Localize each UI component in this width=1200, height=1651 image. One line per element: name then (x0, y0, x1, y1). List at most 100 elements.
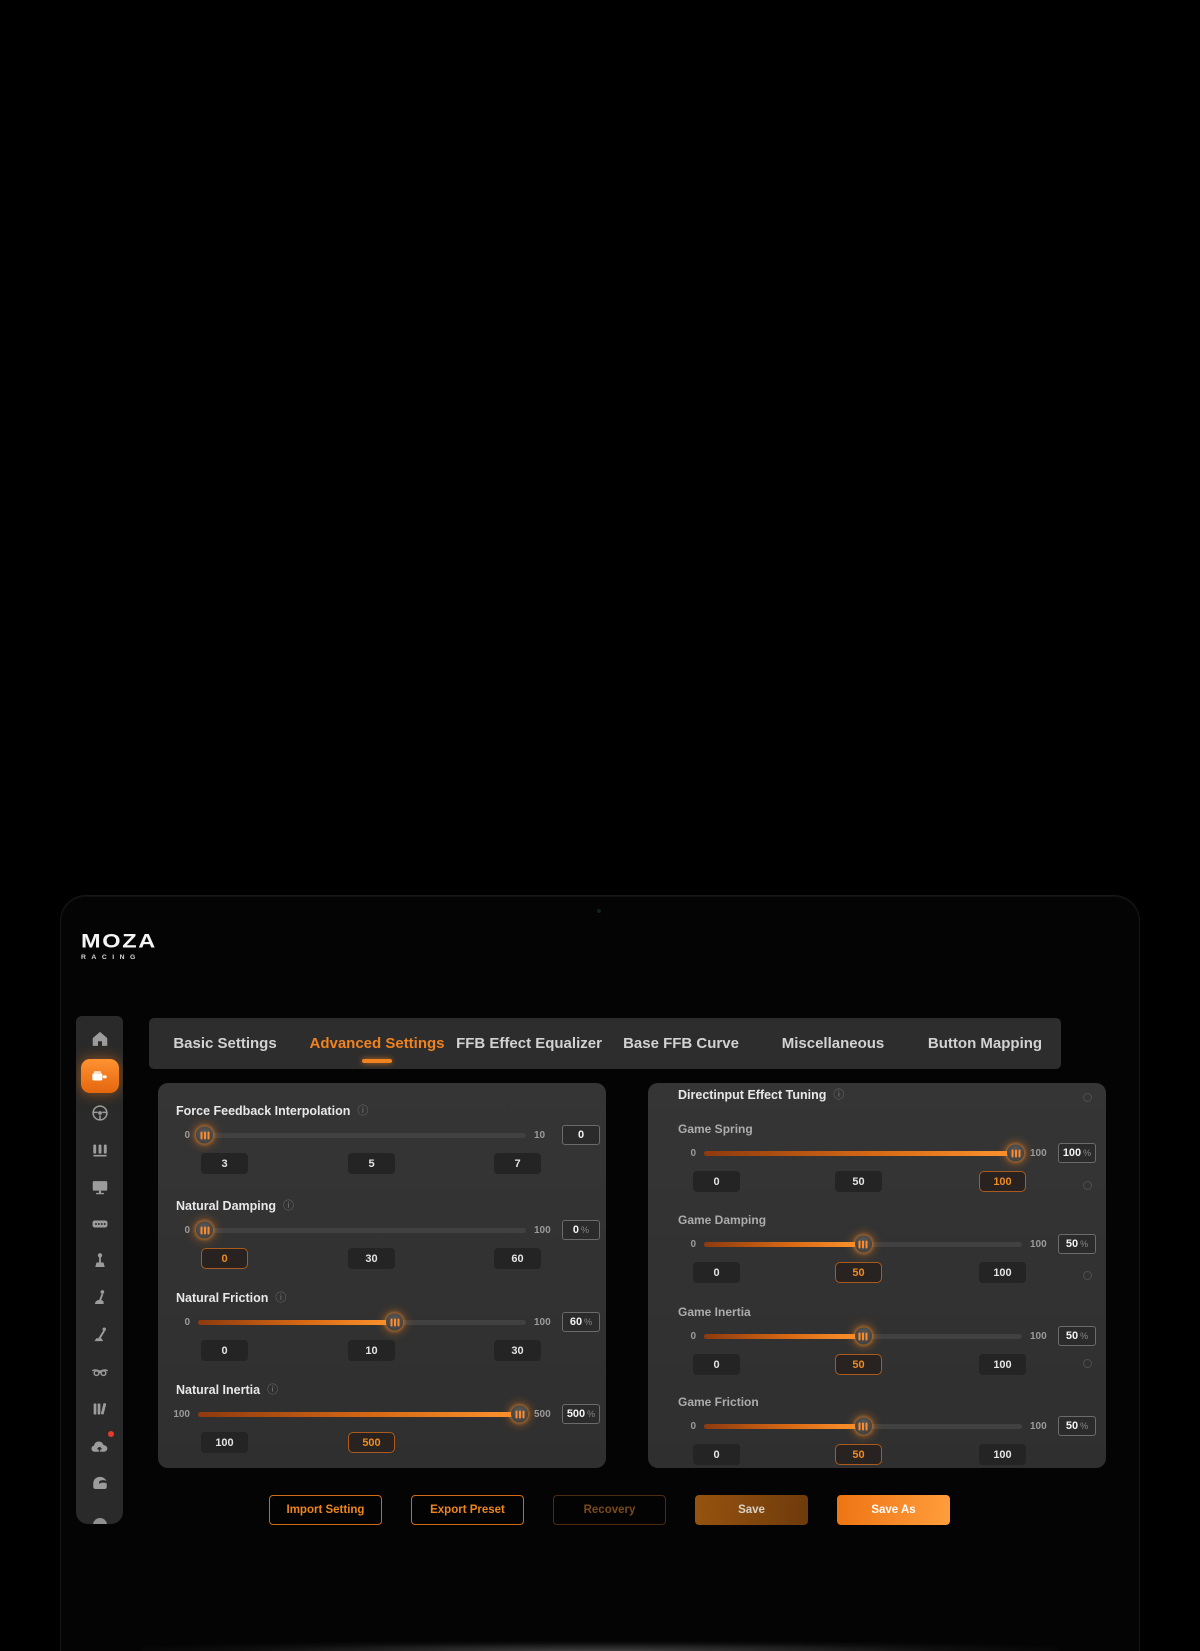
preset-natural-inertia-100[interactable]: 100 (201, 1432, 248, 1453)
tab-advanced-settings[interactable]: Advanced Settings (301, 1018, 453, 1069)
slider-track[interactable] (704, 1144, 1024, 1162)
preset-game-inertia-100[interactable]: 100 (979, 1354, 1026, 1375)
section-title: Game Friction (678, 1395, 759, 1409)
section-title: Natural Damping (176, 1199, 277, 1213)
slider-force-feedback-interpolation: 0 10 0 (158, 1125, 606, 1145)
preset-game-damping-100[interactable]: 100 (979, 1262, 1026, 1283)
info-icon[interactable]: ⓘ (357, 1104, 369, 1117)
slider-natural-damping: 0 100 0% (158, 1220, 606, 1240)
preset-game-friction-0[interactable]: 0 (693, 1444, 740, 1465)
slider-handle[interactable] (196, 1221, 213, 1239)
value-input[interactable]: 500% (562, 1404, 600, 1424)
slider-handle[interactable] (511, 1405, 528, 1423)
preset-natural-inertia-500[interactable]: 500 (348, 1432, 395, 1453)
value-input[interactable]: 50% (1058, 1326, 1096, 1346)
slider-max-label: 100 (1030, 1147, 1047, 1159)
slider-handle[interactable] (386, 1313, 404, 1331)
save-button[interactable]: Save (695, 1495, 808, 1525)
slider-handle[interactable] (196, 1126, 213, 1144)
tab-button-mapping[interactable]: Button Mapping (909, 1018, 1061, 1069)
preset-game-spring-100[interactable]: 100 (979, 1171, 1026, 1192)
preset-natural-friction-10[interactable]: 10 (348, 1340, 395, 1361)
tab-basic-settings[interactable]: Basic Settings (149, 1018, 301, 1069)
export-preset-button[interactable]: Export Preset (411, 1495, 524, 1525)
preset-row: 0 50 100 (648, 1444, 1106, 1465)
value-unit: % (1080, 1331, 1089, 1341)
preset-row: 0 10 30 (158, 1340, 606, 1361)
sidebar-item-handbrake[interactable] (86, 1247, 114, 1275)
preset-game-spring-50[interactable]: 50 (835, 1171, 882, 1192)
slider-handle[interactable] (854, 1327, 872, 1345)
sidebar-item-library[interactable] (86, 1395, 114, 1423)
slider-track[interactable] (196, 1126, 526, 1144)
section-header: Natural Damping ⓘ (176, 1198, 294, 1214)
info-icon[interactable]: ⓘ (833, 1088, 845, 1101)
preset-natural-damping-30[interactable]: 30 (348, 1248, 395, 1269)
slider-min-label: 0 (184, 1316, 190, 1328)
tab-base-ffb-curve[interactable]: Base FFB Curve (605, 1018, 757, 1069)
value-input[interactable]: 100% (1058, 1143, 1096, 1163)
slider-track[interactable] (196, 1221, 526, 1239)
tab-ffb-effect-equalizer[interactable]: FFB Effect Equalizer (453, 1018, 605, 1069)
button-box-icon (90, 1214, 110, 1234)
value-unit: % (581, 1225, 590, 1235)
sidebar-item-lever[interactable] (86, 1321, 114, 1349)
handbrake-icon (90, 1251, 110, 1271)
info-icon[interactable]: ⓘ (267, 1383, 279, 1396)
effect-toggle[interactable] (1083, 1093, 1092, 1102)
tab-label: Button Mapping (927, 1035, 1043, 1052)
preset-game-damping-50[interactable]: 50 (835, 1262, 882, 1283)
value-input[interactable]: 0 (562, 1125, 600, 1145)
slider-track[interactable] (198, 1405, 528, 1423)
import-setting-button[interactable]: Import Setting (269, 1495, 382, 1525)
slider-track[interactable] (704, 1417, 1022, 1435)
sidebar-item-monitor[interactable] (86, 1173, 114, 1201)
value-input[interactable]: 50% (1058, 1234, 1096, 1254)
preset-game-inertia-0[interactable]: 0 (693, 1354, 740, 1375)
webcam-dot (597, 909, 601, 913)
value-input[interactable]: 0% (562, 1220, 600, 1240)
slider-handle[interactable] (854, 1417, 872, 1435)
slider-track[interactable] (704, 1327, 1022, 1345)
section-header: Natural Friction ⓘ (176, 1290, 286, 1306)
preset-game-spring-0[interactable]: 0 (693, 1171, 740, 1192)
sidebar-item-steering-wheel[interactable] (86, 1099, 114, 1127)
sidebar-item-helmet[interactable] (86, 1469, 114, 1497)
value-input[interactable]: 50% (1058, 1416, 1096, 1436)
preset-natural-friction-0[interactable]: 0 (201, 1340, 248, 1361)
preset-force-feedback-interpolation-3[interactable]: 3 (201, 1153, 248, 1174)
info-icon[interactable]: ⓘ (283, 1199, 295, 1212)
tab-label: Advanced Settings (309, 1035, 445, 1052)
slider-game-inertia: 0 100 50% (648, 1326, 1106, 1346)
slider-handle[interactable] (1007, 1144, 1024, 1162)
preset-natural-damping-0[interactable]: 0 (201, 1248, 248, 1269)
preset-natural-damping-60[interactable]: 60 (494, 1248, 541, 1269)
effect-toggle[interactable] (1083, 1181, 1092, 1190)
preset-game-friction-50[interactable]: 50 (835, 1444, 882, 1465)
sidebar-item-button-box[interactable] (86, 1210, 114, 1238)
slider-track[interactable] (704, 1235, 1022, 1253)
sidebar-item-pedals[interactable] (86, 1136, 114, 1164)
section-title: Natural Friction (176, 1291, 269, 1305)
sidebar-item-goggles[interactable] (86, 1358, 114, 1386)
effect-toggle[interactable] (1083, 1271, 1092, 1280)
tab-miscellaneous[interactable]: Miscellaneous (757, 1018, 909, 1069)
info-icon[interactable]: ⓘ (275, 1291, 287, 1304)
sidebar-item-wheelbase[interactable] (80, 1059, 119, 1093)
sidebar-item-shifter[interactable] (86, 1284, 114, 1312)
preset-game-friction-100[interactable]: 100 (979, 1444, 1026, 1465)
slider-track[interactable] (198, 1313, 526, 1331)
save-as-button[interactable]: Save As (837, 1495, 950, 1525)
sidebar-item-cloud-sync[interactable] (86, 1431, 114, 1460)
preset-force-feedback-interpolation-5[interactable]: 5 (348, 1153, 395, 1174)
preset-force-feedback-interpolation-7[interactable]: 7 (494, 1153, 541, 1174)
slider-max-label: 500 (534, 1408, 551, 1420)
value-input[interactable]: 60% (562, 1312, 600, 1332)
preset-game-damping-0[interactable]: 0 (693, 1262, 740, 1283)
preset-natural-friction-30[interactable]: 30 (494, 1340, 541, 1361)
sidebar-item-home[interactable] (86, 1025, 114, 1053)
effect-toggle[interactable] (1083, 1359, 1092, 1368)
slider-handle[interactable] (854, 1235, 872, 1253)
recovery-button[interactable]: Recovery (553, 1495, 666, 1525)
preset-game-inertia-50[interactable]: 50 (835, 1354, 882, 1375)
